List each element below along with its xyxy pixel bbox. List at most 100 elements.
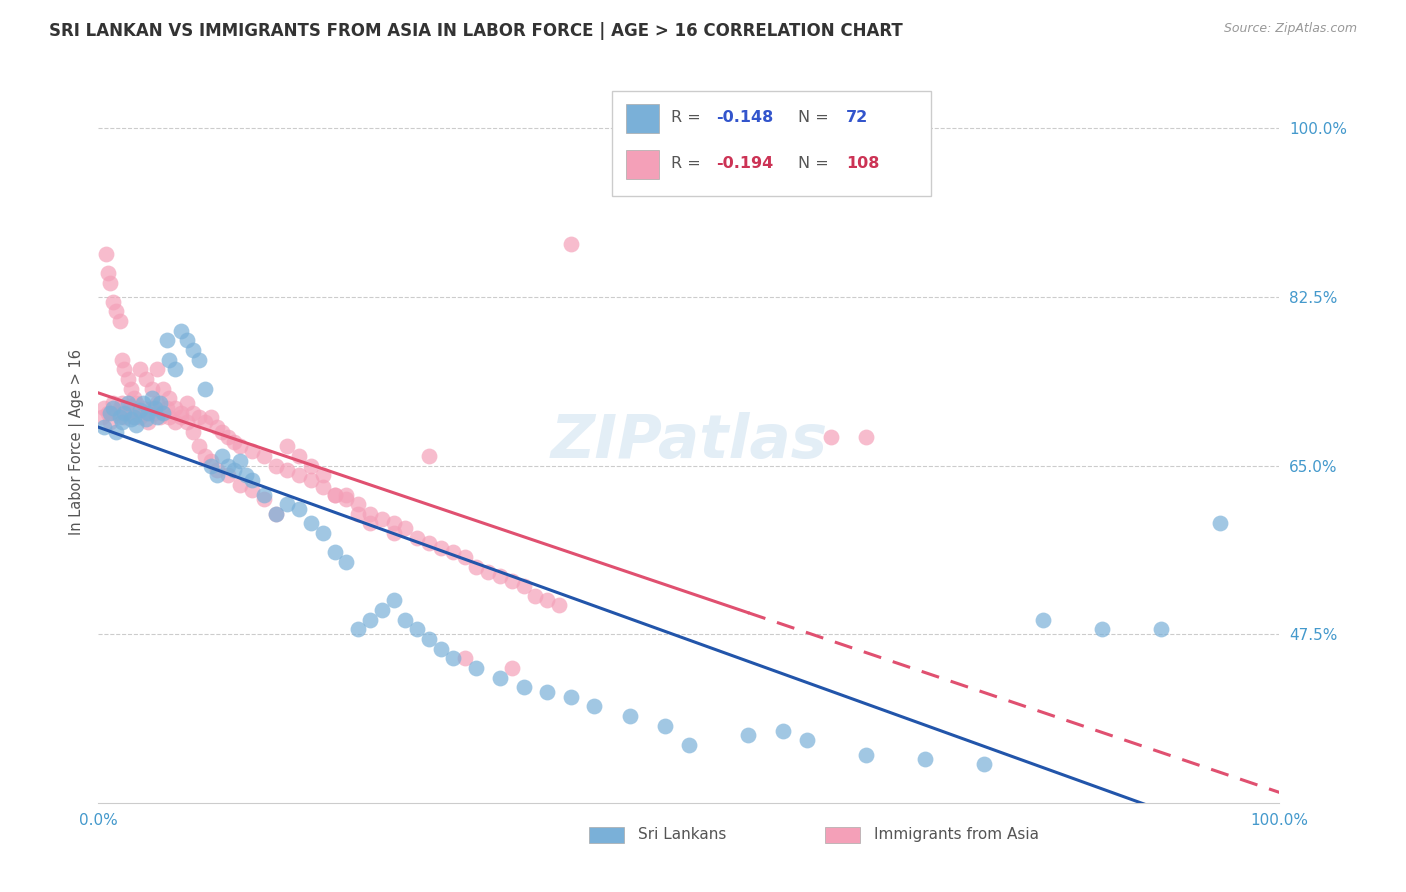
Point — [156, 334, 179, 348]
Point — [441, 545, 464, 559]
Point — [152, 406, 174, 420]
Point — [157, 410, 180, 425]
Point — [112, 362, 135, 376]
Point — [105, 406, 128, 420]
Point — [737, 728, 759, 742]
Text: Source: ZipAtlas.com: Source: ZipAtlas.com — [1223, 22, 1357, 36]
Point — [371, 603, 394, 617]
Point — [512, 579, 534, 593]
Point — [111, 396, 134, 410]
Point — [122, 410, 145, 425]
Point — [194, 382, 217, 396]
Point — [583, 699, 606, 714]
Point — [141, 391, 163, 405]
Point — [146, 410, 169, 425]
Point — [98, 276, 121, 290]
Point — [217, 468, 239, 483]
Point — [253, 492, 276, 507]
Point — [111, 415, 134, 429]
Point — [170, 406, 193, 420]
Point — [371, 511, 394, 525]
Point — [796, 733, 818, 747]
Point — [855, 747, 877, 762]
Point — [200, 454, 222, 468]
Point — [430, 641, 453, 656]
Point — [132, 401, 155, 415]
Point — [347, 623, 370, 637]
Point — [406, 531, 429, 545]
Point — [117, 396, 139, 410]
Point — [382, 516, 405, 531]
Point — [264, 458, 287, 473]
Point — [560, 237, 582, 252]
Point — [524, 589, 547, 603]
Point — [323, 545, 346, 559]
Point — [132, 396, 155, 410]
FancyBboxPatch shape — [612, 91, 931, 196]
Point — [105, 304, 128, 318]
Point — [418, 449, 440, 463]
Point — [489, 671, 512, 685]
Point — [152, 382, 174, 396]
Point — [165, 401, 187, 415]
Point — [98, 406, 121, 420]
Point — [347, 497, 370, 511]
Point — [359, 516, 381, 531]
Point — [299, 473, 322, 487]
Point — [264, 507, 287, 521]
Point — [240, 483, 263, 497]
Point — [453, 651, 475, 665]
Point — [112, 406, 135, 420]
Point — [418, 632, 440, 646]
Point — [253, 487, 276, 501]
Point — [217, 458, 239, 473]
Point — [536, 685, 558, 699]
Point — [122, 391, 145, 405]
Point — [914, 752, 936, 766]
Point — [772, 723, 794, 738]
Point — [477, 565, 499, 579]
Point — [335, 487, 357, 501]
Point — [101, 294, 124, 309]
Point — [418, 535, 440, 549]
Point — [176, 396, 198, 410]
Point — [276, 463, 298, 477]
Text: -0.194: -0.194 — [716, 156, 773, 171]
Point — [501, 574, 523, 589]
Point — [165, 415, 187, 429]
Text: 72: 72 — [846, 110, 869, 125]
Point — [678, 738, 700, 752]
Point — [200, 458, 222, 473]
Point — [224, 434, 246, 449]
Point — [548, 599, 571, 613]
Point — [205, 468, 228, 483]
Point — [855, 430, 877, 444]
Point — [149, 410, 172, 425]
Text: N =: N = — [797, 156, 834, 171]
Point — [128, 410, 150, 425]
Text: SRI LANKAN VS IMMIGRANTS FROM ASIA IN LABOR FORCE | AGE > 16 CORRELATION CHART: SRI LANKAN VS IMMIGRANTS FROM ASIA IN LA… — [49, 22, 903, 40]
FancyBboxPatch shape — [589, 827, 624, 843]
Point — [1150, 623, 1173, 637]
Point — [394, 521, 416, 535]
Point — [121, 399, 143, 413]
Point — [156, 401, 179, 415]
Point — [335, 492, 357, 507]
Point — [187, 410, 209, 425]
Point — [181, 425, 204, 439]
Point — [560, 690, 582, 704]
Point — [101, 401, 124, 415]
Text: Immigrants from Asia: Immigrants from Asia — [875, 827, 1039, 842]
Point — [205, 420, 228, 434]
Point — [288, 468, 311, 483]
Text: R =: R = — [671, 156, 706, 171]
Point — [135, 412, 157, 426]
Point — [406, 623, 429, 637]
Point — [149, 396, 172, 410]
Point — [1091, 623, 1114, 637]
Point — [181, 343, 204, 357]
Point — [128, 362, 150, 376]
Point — [501, 661, 523, 675]
Point — [122, 402, 145, 417]
Point — [121, 382, 143, 396]
